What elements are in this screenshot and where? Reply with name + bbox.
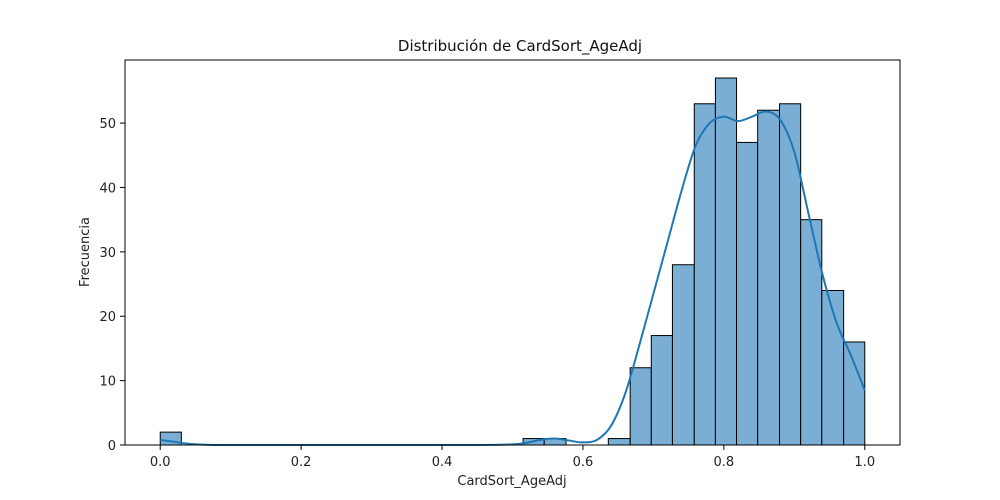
y-axis-label: Frecuencia <box>78 217 93 287</box>
y-tick-label: 30 <box>99 246 116 261</box>
histogram-bar <box>800 219 823 446</box>
x-axis-label: CardSort_AgeAdj <box>457 474 566 489</box>
y-tick-label: 40 <box>99 181 116 196</box>
histogram-bar <box>607 438 631 446</box>
x-tick-label: 0.0 <box>150 455 171 470</box>
histogram-bar <box>629 367 652 446</box>
y-tick-label: 0 <box>108 439 116 454</box>
x-tick-label: 0.6 <box>573 455 594 470</box>
x-tick-label: 0.2 <box>291 455 312 470</box>
histogram-bar <box>650 335 673 446</box>
y-tick-label: 10 <box>99 375 116 390</box>
histogram-bar <box>843 341 866 446</box>
x-tick-label: 1.0 <box>854 455 875 470</box>
histogram-bar <box>736 141 759 446</box>
histogram-bar <box>779 103 802 446</box>
histogram-bar <box>671 264 695 446</box>
chart-title: Distribución de CardSort_AgeAdj <box>398 37 642 56</box>
histogram-bar <box>714 77 738 446</box>
histogram-bar <box>757 109 781 446</box>
x-tick-label: 0.8 <box>714 455 735 470</box>
x-tick-label: 0.4 <box>432 455 453 470</box>
y-tick-label: 50 <box>99 117 116 132</box>
histogram-bar <box>693 103 716 446</box>
bars-layer <box>159 77 866 446</box>
plot-frame <box>124 59 901 446</box>
x-axis-ticks: 0.0 0.2 0.4 0.6 0.8 1.0 <box>150 445 875 470</box>
y-tick-label: 20 <box>99 310 116 325</box>
y-axis-ticks: 0 10 20 30 40 50 <box>99 117 125 454</box>
